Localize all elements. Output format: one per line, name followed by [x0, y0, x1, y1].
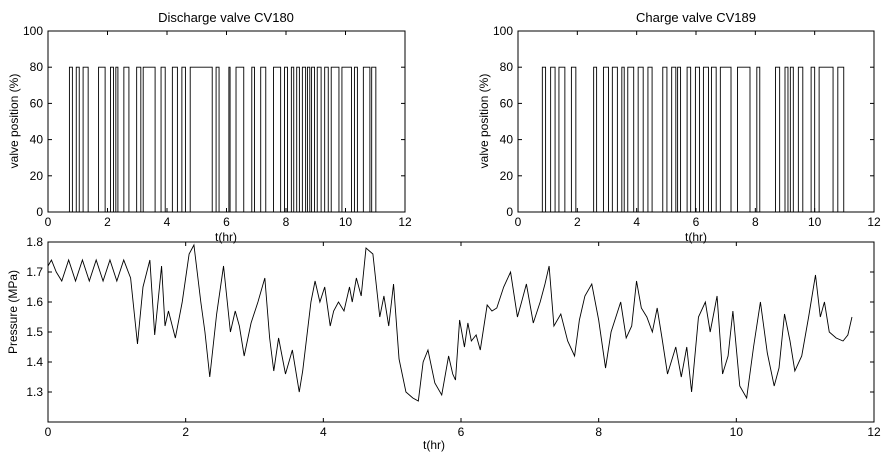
x-tick-label: 8: [283, 215, 290, 229]
x-tick-label: 0: [45, 425, 52, 439]
x-tick-label: 4: [164, 215, 171, 229]
x-ticks: 0 2 4 6 8 10 12: [515, 31, 881, 229]
y-tick-label: 1.8: [26, 235, 43, 249]
y-ticks: 0 20 40 60 80 100: [23, 24, 405, 219]
x-tick-label: 10: [339, 215, 353, 229]
y-tick-label: 1.4: [26, 355, 43, 369]
x-tick-label: 12: [867, 215, 881, 229]
y-ticks: 0 20 40 60 80 100: [493, 24, 874, 219]
y-tick-label: 80: [30, 60, 44, 74]
x-tick-label: 12: [398, 215, 412, 229]
x-tick-label: 6: [223, 215, 230, 229]
x-tick-label: 0: [45, 215, 52, 229]
y-tick-label: 100: [493, 24, 513, 38]
x-axis-label: t(hr): [423, 438, 445, 452]
y-tick-label: 1.5: [26, 325, 43, 339]
series-line: [47, 243, 853, 402]
y-axis-label: valve position (%): [477, 74, 491, 169]
x-tick-label: 0: [515, 215, 522, 229]
x-tick-label: 2: [104, 215, 111, 229]
y-axis-label: Pressure (MPa): [6, 270, 20, 354]
y-tick-label: 80: [500, 60, 514, 74]
y-tick-label: 100: [23, 24, 43, 38]
panel-discharge-valve: Discharge valve CV180 0 2 4 6 8 10 12 0 20 40 60 8…: [7, 10, 412, 244]
y-tick-label: 40: [30, 133, 44, 147]
x-axis-label: t(hr): [685, 230, 707, 244]
x-tick-label: 8: [752, 215, 759, 229]
y-ticks: 1.3 1.4 1.5 1.6 1.7 1.8: [26, 235, 874, 399]
x-tick-label: 2: [182, 425, 189, 439]
x-tick-label: 4: [633, 215, 640, 229]
x-tick-label: 12: [867, 425, 881, 439]
plot-frame: [47, 241, 875, 423]
x-tick-label: 10: [730, 425, 744, 439]
chart-title: Charge valve CV189: [636, 10, 756, 25]
y-tick-label: 60: [500, 96, 514, 110]
y-tick-label: 0: [506, 205, 513, 219]
x-ticks: 0 2 4 6 8 10 12: [45, 31, 412, 229]
series-line: [541, 66, 845, 213]
y-tick-label: 60: [30, 96, 44, 110]
x-ticks: 0 2 4 6 8 10 12: [45, 242, 881, 439]
x-tick-label: 6: [458, 425, 465, 439]
x-tick-label: 10: [808, 215, 822, 229]
x-tick-label: 8: [595, 425, 602, 439]
chart-title: Discharge valve CV180: [158, 10, 294, 25]
y-tick-label: 20: [30, 169, 44, 183]
y-tick-label: 40: [500, 133, 514, 147]
y-tick-label: 1.6: [26, 295, 43, 309]
x-tick-label: 2: [574, 215, 581, 229]
x-tick-label: 6: [693, 215, 700, 229]
panel-pressure: 0 2 4 6 8 10 12 1.3 1.4 1.5 1.6 1.7 1.8 t(hr) Press…: [6, 235, 881, 452]
y-tick-label: 1.7: [26, 265, 43, 279]
y-tick-label: 20: [500, 169, 514, 183]
x-tick-label: 4: [320, 425, 327, 439]
y-axis-label: valve position (%): [7, 74, 21, 169]
x-axis-label: t(hr): [215, 230, 237, 244]
y-tick-label: 0: [36, 205, 43, 219]
series-line: [68, 66, 377, 213]
y-tick-label: 1.3: [26, 385, 43, 399]
panel-charge-valve: Charge valve CV189 0 2 4 6 8 10 12 0 20 40 60 80 10…: [477, 10, 881, 244]
